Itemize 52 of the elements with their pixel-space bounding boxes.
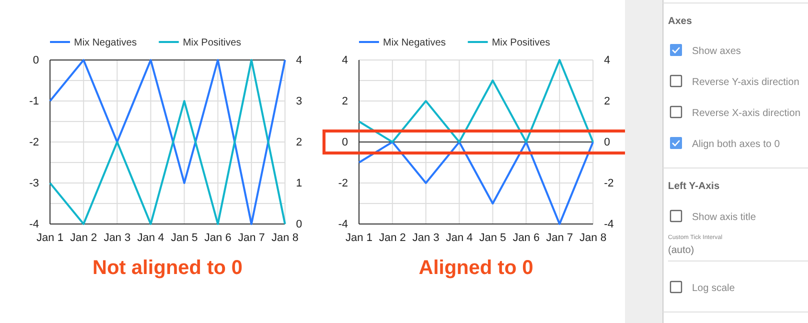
x-tick-label: Jan 2 [70,232,98,244]
text: Align both axes to 0 [692,139,780,150]
x-tick-label: Jan 7 [546,232,574,244]
y-tick-label: -3 [29,178,39,190]
y-tick-label: 0 [32,54,39,67]
x-tick-label: Jan 5 [170,232,198,244]
x-tick-label: Jan 4 [137,232,164,244]
y-tick-label: -1 [29,96,39,108]
legend-label: Mix Negatives [74,38,137,48]
y-tick-label: -2 [338,178,348,190]
y2-tick-label: 1 [296,178,302,190]
text: Show axes [692,46,741,57]
x-tick-label: Jan 6 [512,232,540,244]
y2-tick-label: 0 [296,218,302,231]
y2-tick-label: 3 [296,96,302,108]
legend-label: Mix Positives [182,38,242,48]
text: Show axis title [692,212,756,223]
y-tick-label: -4 [338,218,348,231]
x-tick-label: Jan 8 [272,232,298,244]
legend-label: Mix Negatives [383,38,446,48]
text: (auto) [668,245,694,256]
y2-tick-label: 2 [604,96,610,108]
text: Log scale [692,283,736,294]
line-series [49,59,286,225]
x-tick-label: Jan 3 [104,232,131,244]
y-tick-label: 2 [342,96,348,108]
text: Reverse Y-axis direction [692,77,800,88]
x-tick-label: Jan 7 [238,232,265,244]
text: Aligned to 0 [418,257,534,279]
x-tick-label: Jan 2 [378,232,406,244]
y-tick-label: 4 [342,54,348,67]
x-tick-label: Jan 1 [36,232,64,244]
y2-tick-label: 4 [604,54,610,67]
y-tick-label: -4 [29,218,39,231]
y2-tick-label: 0 [604,136,610,149]
legend-label: Mix Positives [492,38,550,48]
text: Reverse X-axis direction [692,108,800,119]
x-tick-label: Jan 4 [446,232,473,244]
y2-tick-label: 4 [296,54,302,67]
x-tick-label: Jan 1 [346,232,372,244]
y-tick-label: 0 [342,136,348,149]
text: Not aligned to 0 [92,257,242,279]
x-tick-label: Jan 8 [580,232,606,244]
text: Axes [668,16,692,27]
y2-tick-label: 2 [296,136,302,149]
y2-tick-label: -2 [604,178,614,190]
x-tick-label: Jan 3 [412,232,440,244]
y2-tick-label: -4 [604,218,614,231]
x-tick-label: Jan 6 [204,232,232,244]
y-tick-label: -2 [29,136,39,149]
text: Left Y-Axis [668,181,720,192]
x-tick-label: Jan 5 [479,232,506,244]
